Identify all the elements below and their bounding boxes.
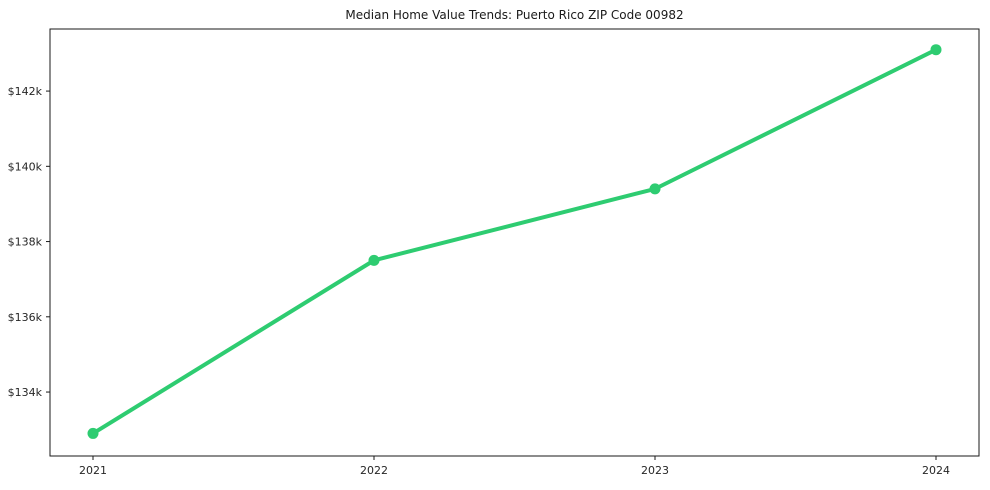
plot-border	[49, 28, 980, 457]
x-axis-tick-label: 2021	[79, 464, 107, 477]
x-axis-tick-label: 2023	[641, 464, 669, 477]
data-point-marker	[368, 254, 380, 266]
chart-title: Median Home Value Trends: Puerto Rico ZI…	[345, 8, 684, 22]
y-axis-tick-label: $134k	[8, 386, 43, 399]
y-axis-tick-label: $136k	[8, 311, 43, 324]
data-point-marker	[87, 427, 99, 439]
x-axis-tick-label: 2022	[360, 464, 388, 477]
series-line	[91, 47, 938, 436]
y-axis-tick-label: $140k	[8, 160, 43, 173]
y-axis-tick-label: $138k	[8, 236, 43, 249]
data-point-marker	[649, 183, 661, 195]
x-axis-tick-label: 2024	[922, 464, 950, 477]
y-axis-tick-label: $142k	[8, 85, 43, 98]
data-point-marker	[930, 44, 942, 56]
